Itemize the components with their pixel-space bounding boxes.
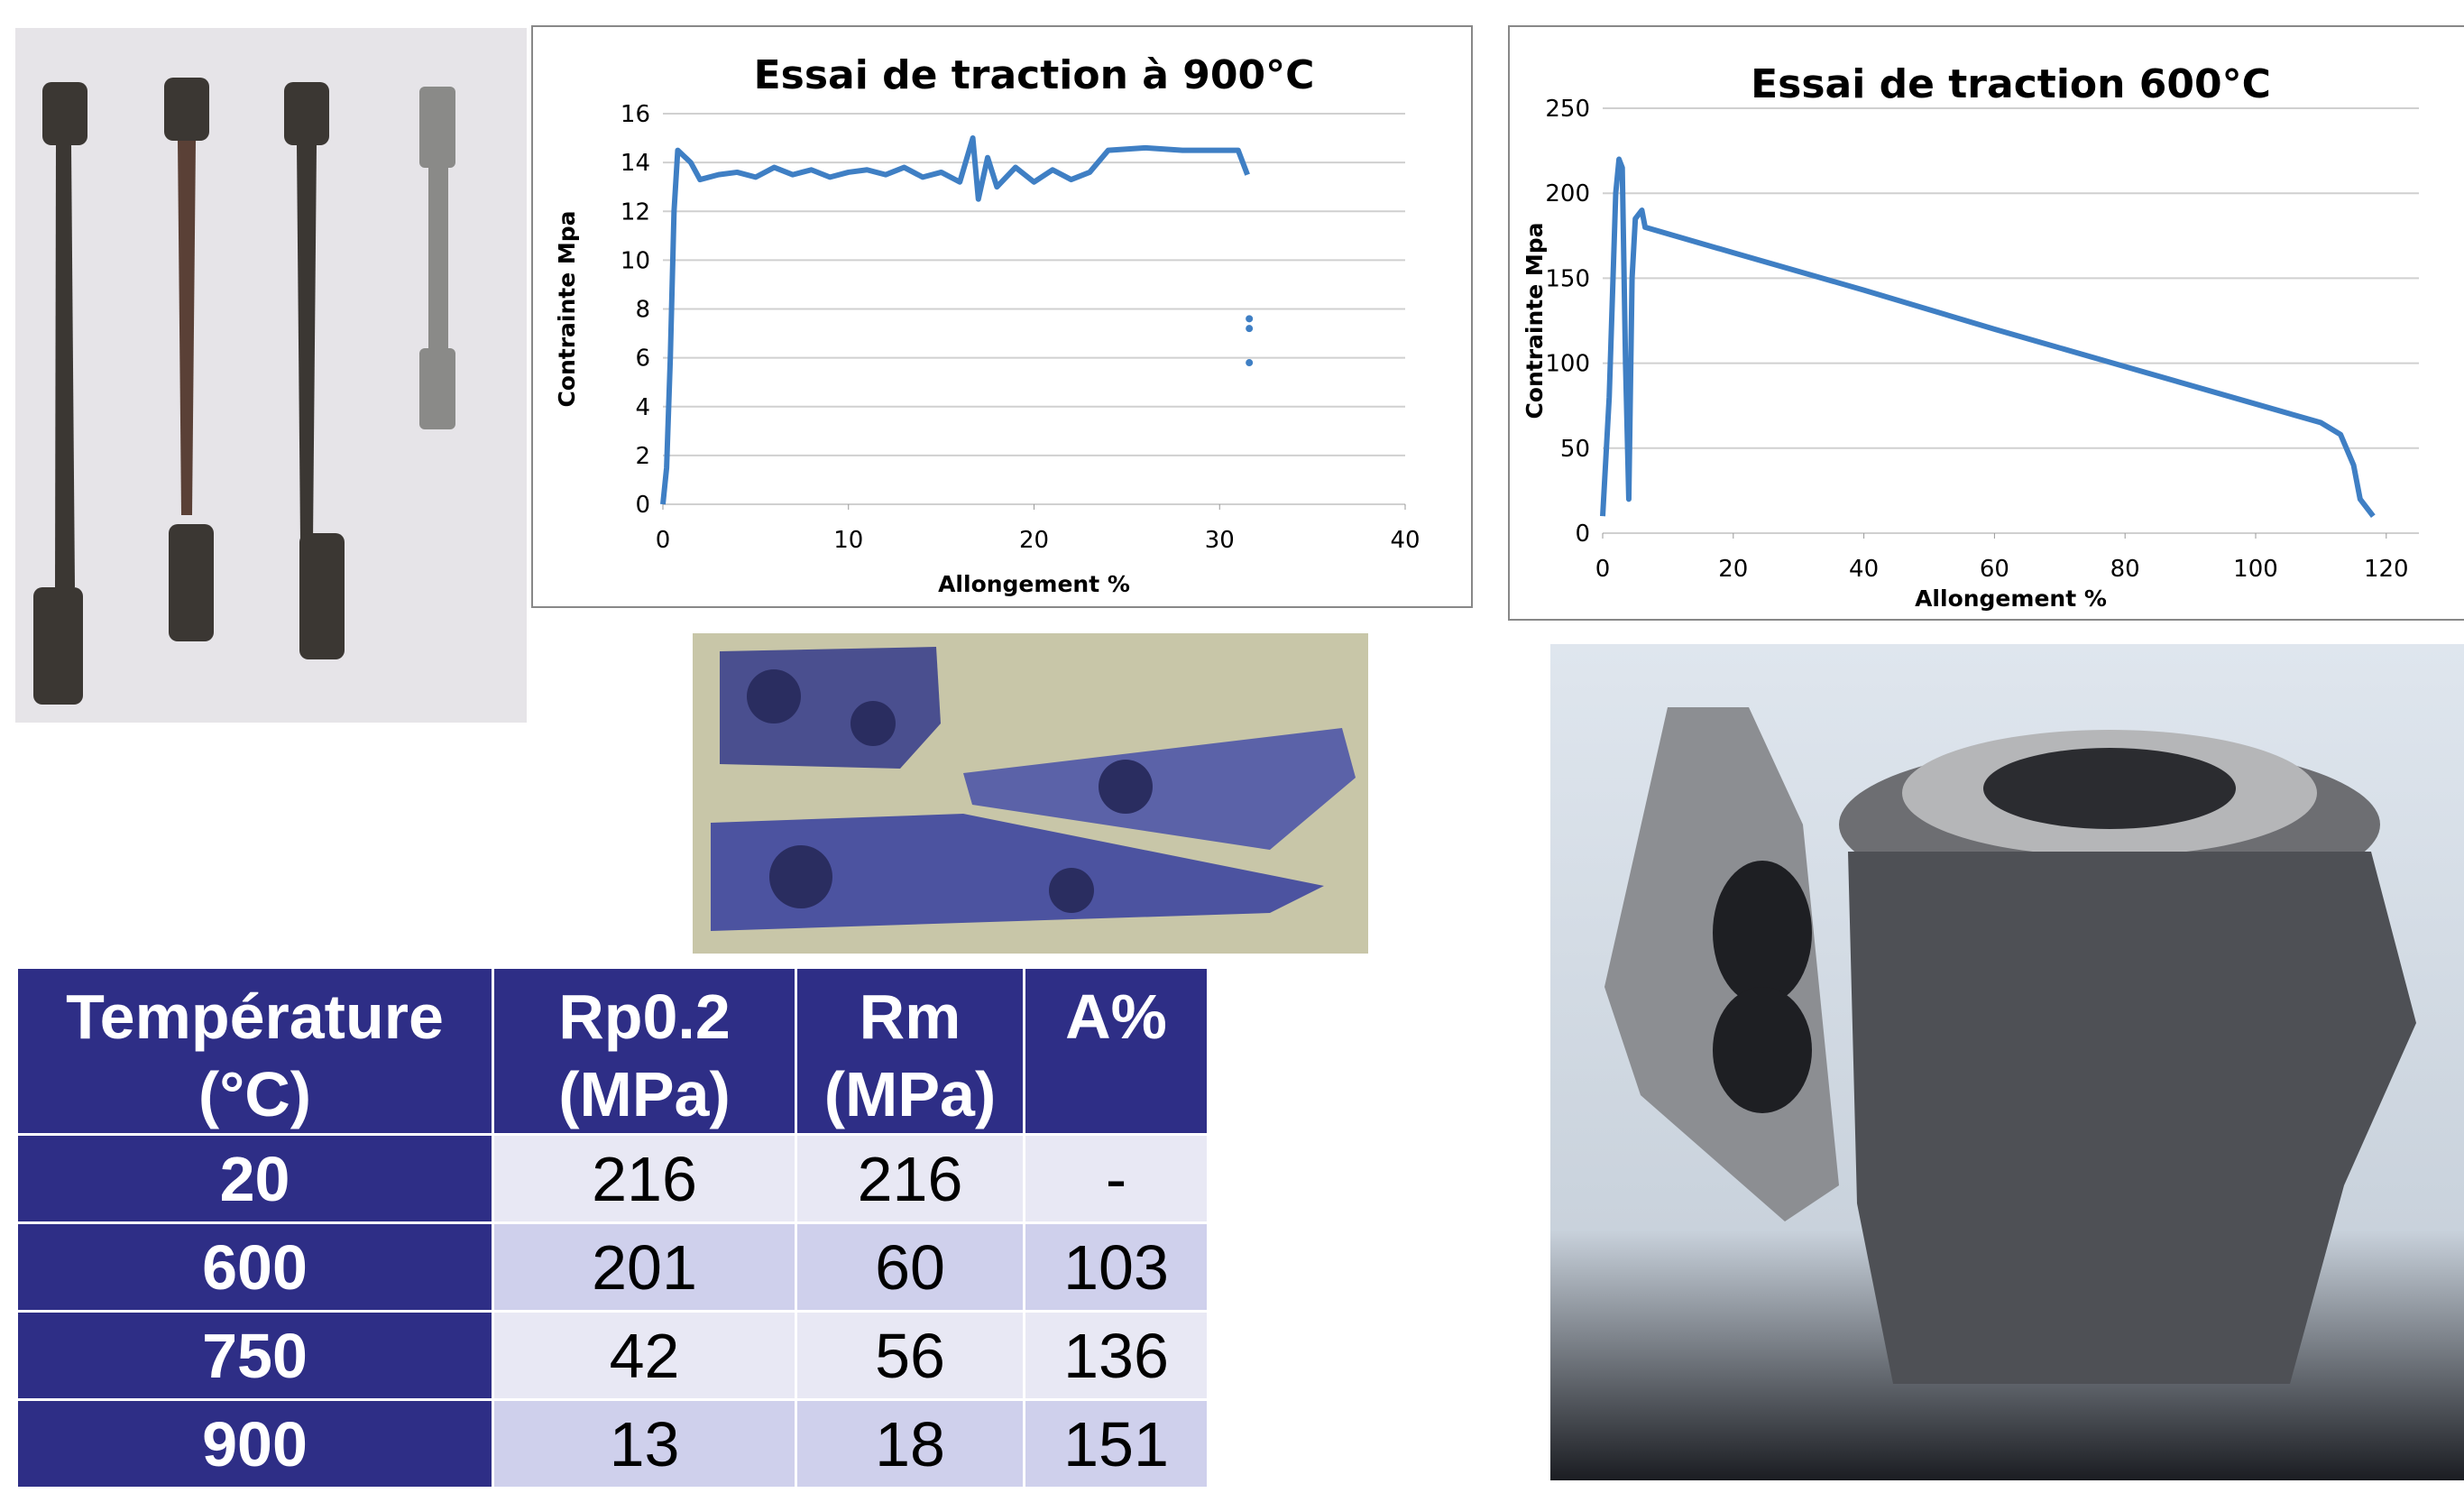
- y-tick-label: 0: [635, 492, 650, 519]
- temperature-cell: 900: [17, 1400, 493, 1488]
- x-tick-label: 80: [2110, 556, 2140, 583]
- y-tick-label: 8: [635, 297, 650, 324]
- temperature-cell: 750: [17, 1312, 493, 1400]
- y-tick-label: 2: [635, 443, 650, 470]
- table-cell: 151: [1025, 1400, 1209, 1488]
- header-cell: Rm (MPa): [796, 968, 1025, 1135]
- table-cell: 18: [796, 1400, 1025, 1488]
- x-tick-label: 100: [2233, 556, 2278, 583]
- table-cell: 42: [493, 1312, 796, 1400]
- x-axis-label: Allongement %: [1915, 585, 2107, 612]
- data-point: [1246, 325, 1253, 332]
- table-cell: 201: [493, 1223, 796, 1312]
- y-tick-label: 150: [1545, 265, 1590, 292]
- table-cell: -: [1025, 1135, 1209, 1223]
- x-tick-label: 0: [656, 527, 671, 554]
- y-tick-label: 250: [1545, 96, 1590, 123]
- table-cell: 136: [1025, 1312, 1209, 1400]
- y-tick-label: 10: [621, 247, 650, 274]
- x-tick-label: 40: [1849, 556, 1879, 583]
- chart-title: Essai de traction 600°C: [1751, 61, 2271, 107]
- chart-600: 0 50 100 150 200 250 0 20 40 60 80 100 120 Essai de t…: [1508, 25, 2464, 621]
- photo-grains: [693, 633, 1368, 954]
- y-tick-label: 14: [621, 150, 650, 177]
- data-point: [1246, 359, 1253, 366]
- y-axis-label: Contrainte Mpa: [1522, 222, 1548, 419]
- header-row: Température (°C)Rp0.2 (MPa)Rm (MPa)A%: [17, 968, 1209, 1135]
- header-cell: Température (°C): [17, 968, 493, 1135]
- x-axis-label: Allongement %: [938, 571, 1130, 597]
- header-cell: A%: [1025, 968, 1209, 1135]
- table-cell: 13: [493, 1400, 796, 1488]
- y-axis-label: Contrainte Mpa: [554, 210, 580, 407]
- table-cell: 103: [1025, 1223, 1209, 1312]
- x-tick-label: 10: [833, 527, 863, 554]
- properties-table: Température (°C)Rp0.2 (MPa)Rm (MPa)A% 20…: [15, 966, 1209, 1489]
- photo-specimens: [15, 28, 527, 723]
- data-point: [1246, 315, 1253, 322]
- temperature-cell: 20: [17, 1135, 493, 1223]
- x-tick-label: 40: [1390, 527, 1420, 554]
- y-tick-label: 6: [635, 346, 650, 373]
- slide: 0 2 4 6 8 10 12 14 16 0 10 20 30 40 Essai de traction …: [0, 0, 2464, 1493]
- table-cell: 56: [796, 1312, 1025, 1400]
- x-tick-label: 60: [1980, 556, 2009, 583]
- x-tick-label: 20: [1718, 556, 1748, 583]
- chart-title: Essai de traction à 900°C: [754, 52, 1315, 98]
- x-tick-label: 0: [1595, 556, 1611, 583]
- temperature-cell: 600: [17, 1223, 493, 1312]
- y-tick-label: 200: [1545, 180, 1590, 207]
- x-tick-label: 120: [2364, 556, 2409, 583]
- y-tick-label: 12: [621, 198, 650, 226]
- header-cell: Rp0.2 (MPa): [493, 968, 796, 1135]
- y-tick-label: 50: [1560, 436, 1590, 463]
- x-tick-label: 30: [1205, 527, 1235, 554]
- y-tick-label: 16: [621, 101, 650, 128]
- table-cell: 216: [493, 1135, 796, 1223]
- table-cell: 216: [796, 1135, 1025, 1223]
- x-tick-label: 20: [1019, 527, 1049, 554]
- y-tick-label: 4: [635, 394, 650, 421]
- y-tick-label: 0: [1575, 521, 1590, 548]
- table-cell: 60: [796, 1223, 1025, 1312]
- y-tick-label: 100: [1545, 351, 1590, 378]
- chart-900: 0 2 4 6 8 10 12 14 16 0 10 20 30 40 Essai de traction …: [531, 25, 1473, 608]
- photo-turbine-housing: [1550, 644, 2464, 1480]
